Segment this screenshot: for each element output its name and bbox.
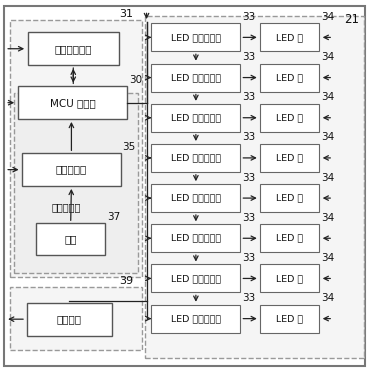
Bar	[151, 23, 240, 51]
Text: 37: 37	[107, 212, 120, 222]
Text: 31: 31	[119, 9, 133, 19]
Text: LED 串行驱动器: LED 串行驱动器	[171, 193, 221, 203]
Text: 34: 34	[321, 213, 334, 223]
Text: 33: 33	[242, 132, 256, 142]
Text: 33: 33	[242, 52, 256, 62]
Bar	[260, 64, 319, 92]
Text: LED 串行驱动器: LED 串行驱动器	[171, 33, 221, 42]
Bar	[151, 224, 240, 252]
Text: 34: 34	[321, 253, 334, 263]
Bar	[260, 104, 319, 132]
Text: 33: 33	[242, 213, 256, 223]
Text: LED 灯: LED 灯	[276, 113, 303, 122]
Text: 霍尔传感器: 霍尔传感器	[56, 165, 87, 174]
Text: 34: 34	[321, 293, 334, 303]
Text: 33: 33	[242, 253, 256, 263]
Bar	[260, 184, 319, 212]
Bar	[151, 184, 240, 212]
Bar	[260, 23, 319, 51]
Bar	[151, 305, 240, 333]
Text: LED 串行驱动器: LED 串行驱动器	[171, 113, 221, 122]
Bar	[151, 104, 240, 132]
Text: 34: 34	[321, 173, 334, 183]
Text: LED 灯: LED 灯	[276, 234, 303, 243]
Bar	[10, 20, 142, 277]
Text: LED 串行驱动器: LED 串行驱动器	[171, 153, 221, 163]
Bar	[260, 264, 319, 292]
Text: 30: 30	[129, 75, 142, 85]
Bar	[260, 224, 319, 252]
Text: LED 灯: LED 灯	[276, 153, 303, 163]
Text: LED 串行驱动器: LED 串行驱动器	[171, 234, 221, 243]
Text: 33: 33	[242, 293, 256, 303]
Text: LED 串行驱动器: LED 串行驱动器	[171, 274, 221, 283]
Text: 33: 33	[242, 92, 256, 102]
Text: LED 灯: LED 灯	[276, 193, 303, 203]
Text: LED 串行驱动器: LED 串行驱动器	[171, 73, 221, 82]
Bar	[18, 86, 127, 119]
Bar	[14, 93, 138, 273]
Text: 34: 34	[321, 52, 334, 62]
Text: LED 灯: LED 灯	[276, 73, 303, 82]
Bar	[28, 32, 119, 65]
Text: 39: 39	[119, 276, 133, 286]
Bar	[151, 64, 240, 92]
Bar	[260, 305, 319, 333]
Text: 34: 34	[321, 132, 334, 142]
Text: LED 灯: LED 灯	[276, 314, 303, 323]
Text: 33: 33	[242, 173, 256, 183]
Bar	[36, 223, 105, 255]
Bar	[151, 264, 240, 292]
Text: LED 灯: LED 灯	[276, 274, 303, 283]
Bar	[151, 144, 240, 172]
Text: 磁铁: 磁铁	[65, 234, 77, 244]
Text: 定位传感器: 定位传感器	[51, 202, 81, 212]
Text: 无线收发模块: 无线收发模块	[55, 44, 92, 54]
Bar	[27, 303, 112, 336]
Text: 35: 35	[122, 142, 136, 152]
Text: MCU 控制器: MCU 控制器	[50, 98, 95, 108]
Text: 34: 34	[321, 92, 334, 102]
Text: LED 灯: LED 灯	[276, 33, 303, 42]
Text: 33: 33	[242, 12, 256, 22]
Text: LED 串行驱动器: LED 串行驱动器	[171, 314, 221, 323]
Text: 移动电源: 移动电源	[57, 314, 82, 324]
Text: 34: 34	[321, 12, 334, 22]
Text: 21: 21	[344, 13, 359, 26]
Bar	[145, 16, 364, 358]
Bar	[22, 153, 121, 186]
Bar	[260, 144, 319, 172]
Bar	[10, 287, 142, 350]
